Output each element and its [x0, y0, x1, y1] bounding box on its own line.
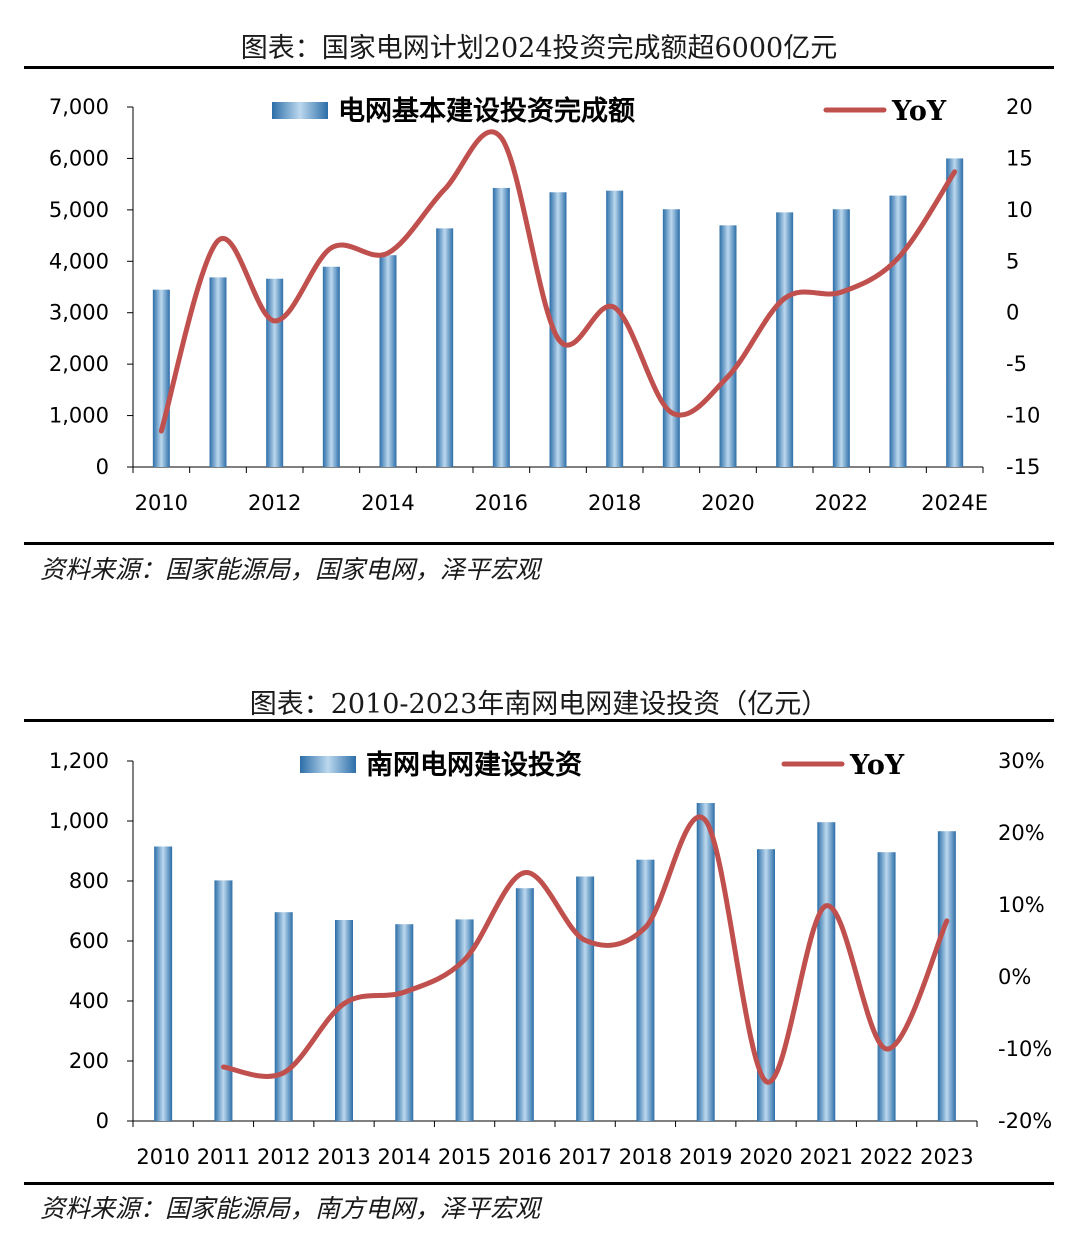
chart2-bar: [636, 859, 655, 1121]
chart2-y-left-tick-label: 1,200: [49, 749, 109, 773]
chart2-y-right-tick-label: 30%: [998, 749, 1045, 773]
chart1-legend-bar-label: 电网基本建设投资完成额: [338, 95, 635, 127]
chart2-legend-bar-label: 南网电网建设投资: [366, 750, 582, 781]
chart2-x-tick-label: 2016: [498, 1145, 551, 1169]
chart1-legend-line-label: YoY: [891, 96, 947, 127]
chart1-top-rule: [24, 66, 1054, 69]
chart2-title: 图表：2010-2023年南网电网建设投资（亿元）: [249, 689, 829, 720]
chart1-y-right-tick-label: -5: [1006, 352, 1027, 376]
chart1-x-tick-label: 2024E: [921, 491, 988, 515]
chart2-y-right-tick-label: 20%: [998, 821, 1045, 845]
chart2-bar: [757, 849, 775, 1121]
chart2-bar: [154, 846, 173, 1121]
chart1-x-tick-label: 2018: [588, 491, 641, 515]
chart1-y-right-tick-label: 20: [1006, 95, 1033, 119]
chart1-y-left-tick-label: 5,000: [49, 198, 109, 222]
chart1-bar: [209, 277, 227, 467]
chart2-y-left-tick-label: 400: [69, 989, 109, 1013]
chart1-y-left-tick-label: 6,000: [49, 146, 109, 170]
chart2-x-tick-label: 2020: [739, 1145, 792, 1169]
chart1-bar: [719, 225, 737, 467]
chart2-x-tick-label: 2022: [860, 1145, 913, 1169]
chart1-y-right-tick-label: -15: [1006, 455, 1040, 479]
chart1-y-left-tick-label: 3,000: [49, 301, 109, 325]
chart1-bar: [549, 192, 567, 468]
chart1-x-tick-label: 2012: [248, 491, 301, 515]
chart2-y-left-tick-label: 800: [69, 869, 109, 893]
chart1-y-right-tick-label: 10: [1006, 198, 1033, 222]
chart2-x-tick-label: 2012: [257, 1145, 310, 1169]
chart1-y-left-tick-label: 2,000: [49, 352, 109, 376]
chart2-bar: [335, 920, 353, 1121]
chart2-x-tick-label: 2014: [378, 1145, 431, 1169]
chart1-y-right-tick-label: 5: [1006, 249, 1019, 273]
chart2-y-left-tick-label: 1,000: [49, 809, 109, 833]
chart2-x-tick-label: 2018: [619, 1145, 672, 1169]
chart1-title: 图表：国家电网计划2024投资完成额超6000亿元: [240, 33, 838, 64]
chart1-source: 资料来源：国家能源局，国家电网，泽平宏观: [40, 555, 541, 584]
chart1-x-tick-label: 2016: [475, 491, 528, 515]
chart1-y-right-tick-label: 15: [1006, 146, 1033, 170]
chart2-bar: [395, 924, 414, 1121]
chart2-y-right-tick-label: 10%: [998, 893, 1045, 917]
chart1-yoy-line: [158, 129, 958, 434]
chart2-bar: [515, 888, 534, 1121]
chart2-bar: [214, 880, 233, 1121]
chart2-bar: [937, 831, 956, 1121]
chart2-bar: [696, 803, 715, 1121]
chart2-x-tick-label: 2015: [438, 1145, 491, 1169]
chart1-x-tick-label: 2022: [815, 491, 868, 515]
chart1-y-left-tick-label: 4,000: [49, 249, 109, 273]
chart1-x-tick-label: 2014: [361, 491, 414, 515]
chart2-legend-line-label: YoY: [849, 750, 905, 781]
chart2-bar: [274, 912, 293, 1121]
chart1-y-right-tick-label: 0: [1006, 301, 1019, 325]
chart1-y-left-tick-label: 7,000: [49, 95, 109, 119]
chart1-bar: [606, 190, 624, 467]
chart1-x-tick-label: 2020: [701, 491, 754, 515]
chart2-x-tick-label: 2011: [197, 1145, 250, 1169]
chart2-x-tick-label: 2010: [136, 1145, 189, 1169]
chart2-top-rule: [24, 719, 1054, 722]
chart1-x-tick-label: 2010: [135, 491, 188, 515]
chart1-bottom-rule: [24, 542, 1054, 545]
chart2-y-left-tick-label: 200: [69, 1049, 109, 1073]
chart2-bar: [817, 822, 836, 1121]
chart1-bar: [266, 278, 284, 467]
chart2-bottom-rule: [24, 1182, 1054, 1185]
chart2-legend-bar-swatch: [300, 756, 356, 773]
chart2-x-tick-label: 2017: [558, 1145, 611, 1169]
chart1-svg: 0 1,000 2,000 3,000 4,000 5,000 6,000 7,000 -15 -…: [49, 95, 1040, 515]
chart1-bar: [946, 158, 964, 467]
chart2-x-tick-label: 2023: [920, 1145, 973, 1169]
chart2-yoy-line: [220, 814, 950, 1085]
chart2-x-tick-label: 2013: [317, 1145, 370, 1169]
chart2-y-right-tick-label: 0%: [998, 965, 1031, 989]
chart1-y-left-tick-label: 0: [96, 455, 109, 479]
chart1-y-left-tick-label: 1,000: [49, 404, 109, 428]
chart2-bar: [576, 876, 595, 1121]
chart1-legend-bar-swatch: [272, 102, 328, 119]
chart2-bar: [455, 919, 474, 1121]
chart1-bar: [379, 255, 397, 467]
chart2-source: 资料来源：国家能源局，南方电网，泽平宏观: [40, 1194, 541, 1223]
chart2-y-left-tick-label: 600: [69, 929, 109, 953]
chart1-bar: [436, 228, 454, 467]
chart2-y-left-tick-label: 0: [96, 1109, 109, 1133]
chart2-bar: [877, 852, 896, 1121]
chart2-y-right-tick-label: -20%: [998, 1109, 1052, 1133]
chart1-bar: [492, 187, 510, 467]
chart1-y-right-tick-label: -10: [1006, 404, 1040, 428]
chart1-bar: [322, 266, 340, 467]
chart2-y-right-tick-label: -10%: [998, 1037, 1052, 1061]
chart1-bar: [776, 212, 794, 467]
chart2-x-tick-label: 2021: [800, 1145, 853, 1169]
chart2-x-tick-label: 2019: [679, 1145, 732, 1169]
chart1-bar: [832, 209, 850, 468]
chart1-bar: [662, 209, 680, 468]
